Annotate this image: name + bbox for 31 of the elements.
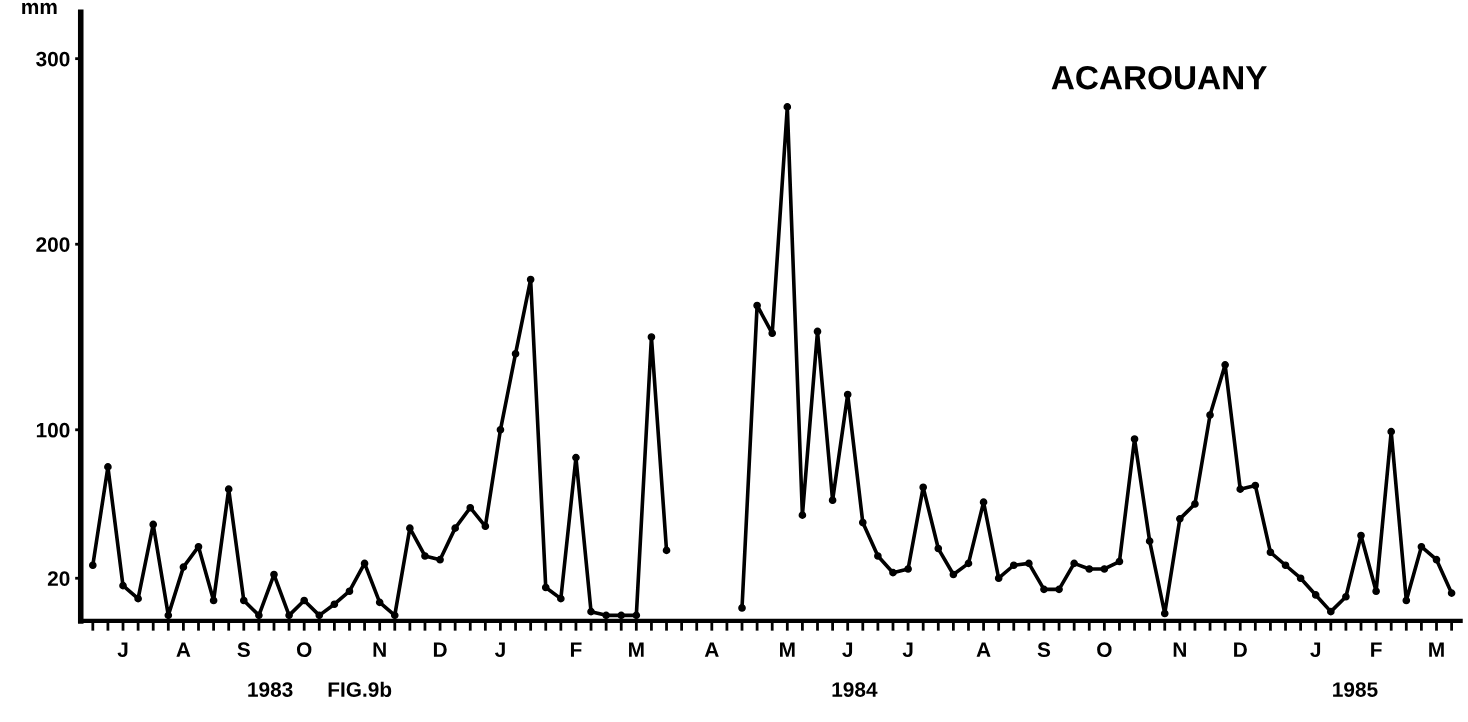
text: 1983 <box>248 682 293 697</box>
x-tick-label: D <box>433 642 447 657</box>
y-tick-label: 300 <box>36 51 70 67</box>
x-tick-label: S <box>1037 642 1051 658</box>
x-tick-label: O <box>296 642 312 658</box>
caption: FIG.9b <box>328 681 392 697</box>
x-tick-label: N <box>373 642 386 657</box>
x-tick-label: A <box>704 642 719 657</box>
x-tick-label: A <box>976 642 991 657</box>
x-tick-label: M <box>780 642 795 657</box>
x-tick-label: F <box>1371 642 1382 657</box>
y-axis-title: mm <box>22 2 57 15</box>
text: 1984 <box>832 682 878 697</box>
x-tick-label: A <box>176 642 191 657</box>
x-tick-label: J <box>117 642 128 658</box>
y-tick-label: 20 <box>47 571 70 586</box>
x-tick-label: F <box>570 642 582 657</box>
x-tick-label: J <box>902 642 913 658</box>
x-tick-label: J <box>494 642 505 658</box>
y-tick-label: 200 <box>36 237 70 252</box>
y-tick-label: 100 <box>36 422 70 438</box>
x-tick-label: S <box>237 642 250 658</box>
x-tick-label: J <box>842 642 853 658</box>
x-tick-label: O <box>1097 642 1112 658</box>
text: ACAROUANY <box>1051 65 1267 90</box>
x-tick-label: M <box>1429 642 1444 657</box>
x-tick-label: N <box>1173 642 1186 657</box>
x-tick-label: M <box>629 642 644 657</box>
x-tick-label: D <box>1234 642 1247 657</box>
x-tick-label: J <box>1310 642 1321 658</box>
text: 1985 <box>1333 682 1378 697</box>
